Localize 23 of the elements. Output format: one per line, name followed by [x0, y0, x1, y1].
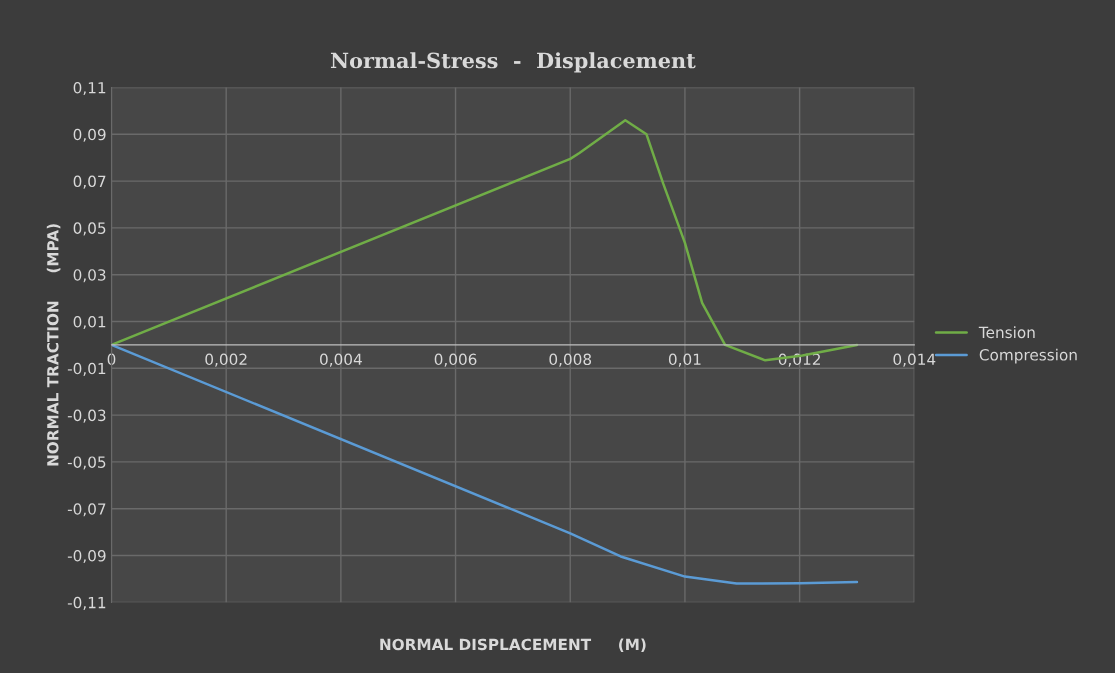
y-tick-label: 0,09 — [73, 128, 106, 142]
y-tick-label: -0,11 — [67, 596, 106, 610]
x-tick-label: 0,008 — [549, 353, 592, 367]
y-tick-label: 0,01 — [73, 315, 106, 330]
x-tick-label: 0,006 — [434, 353, 477, 367]
y-tick-label: -0,01 — [67, 362, 106, 376]
x-axis-title: NORMAL DISPLACEMENT (M) — [380, 638, 646, 652]
y-tick-label: -0,09 — [67, 550, 106, 564]
x-tick-label: 0,004 — [320, 353, 362, 367]
x-tick-label: 0,002 — [205, 353, 247, 367]
x-tick-label: 0,014 — [893, 353, 936, 367]
y-tick-label: -0,07 — [67, 503, 106, 517]
y-tick-label: 0,11 — [73, 81, 106, 96]
x-tick-label: 0,01 — [668, 353, 701, 367]
y-tick-label: -0,03 — [67, 409, 106, 423]
legend-label: Tension — [978, 326, 1035, 339]
y-tick-label: 0,03 — [73, 269, 106, 283]
chart-title: Normal-Stress - Displacement — [330, 52, 696, 73]
y-tick-label: 0,07 — [73, 175, 106, 189]
y-tick-label: -0,05 — [67, 456, 106, 470]
legend-label: Compression — [979, 348, 1077, 364]
y-tick-label: 0,05 — [73, 222, 106, 236]
y-axis-title: NORMAL TRACTION (MPA) — [46, 224, 61, 466]
